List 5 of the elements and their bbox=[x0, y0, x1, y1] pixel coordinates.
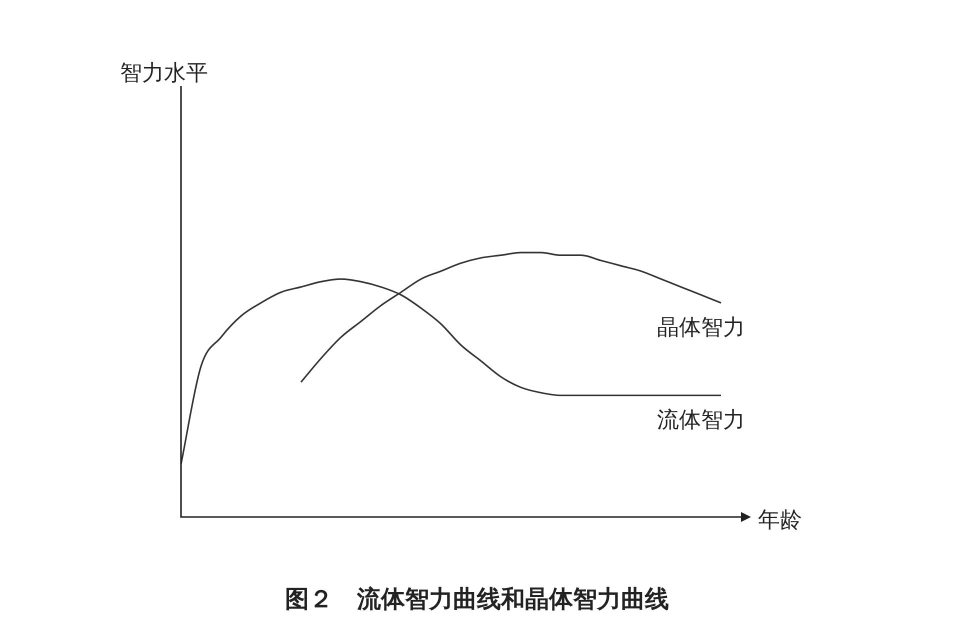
series-label: 晶体智力 bbox=[657, 316, 745, 341]
text: 图２ 流体智力曲线和晶体智力曲线 bbox=[284, 584, 670, 615]
series-label: 流体智力 bbox=[657, 408, 745, 434]
x-axis-title: 年龄 bbox=[758, 507, 802, 535]
text: 智力水平 bbox=[120, 60, 208, 88]
